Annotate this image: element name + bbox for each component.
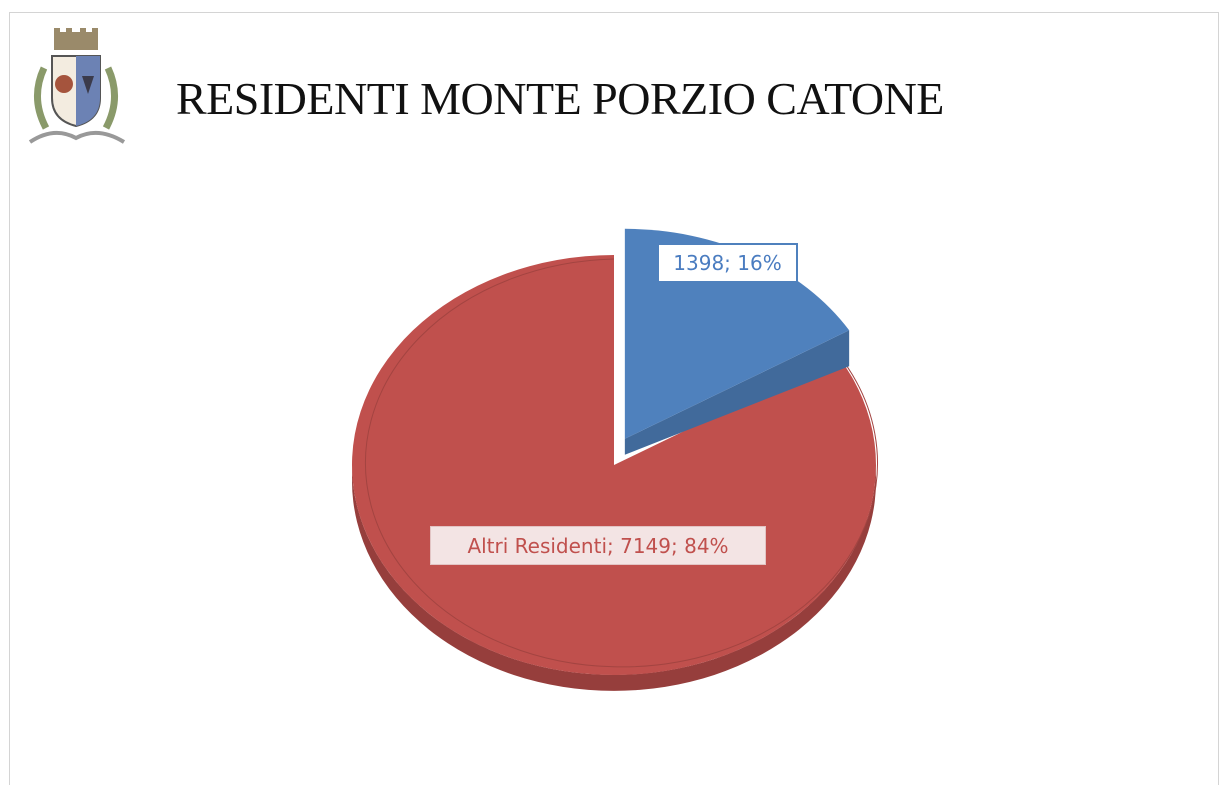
pie-slices-layer [352, 229, 877, 691]
data-label-highlight: 1398; 16% [657, 243, 798, 283]
data-label-altri-residenti: Altri Residenti; 7149; 84% [430, 526, 766, 565]
